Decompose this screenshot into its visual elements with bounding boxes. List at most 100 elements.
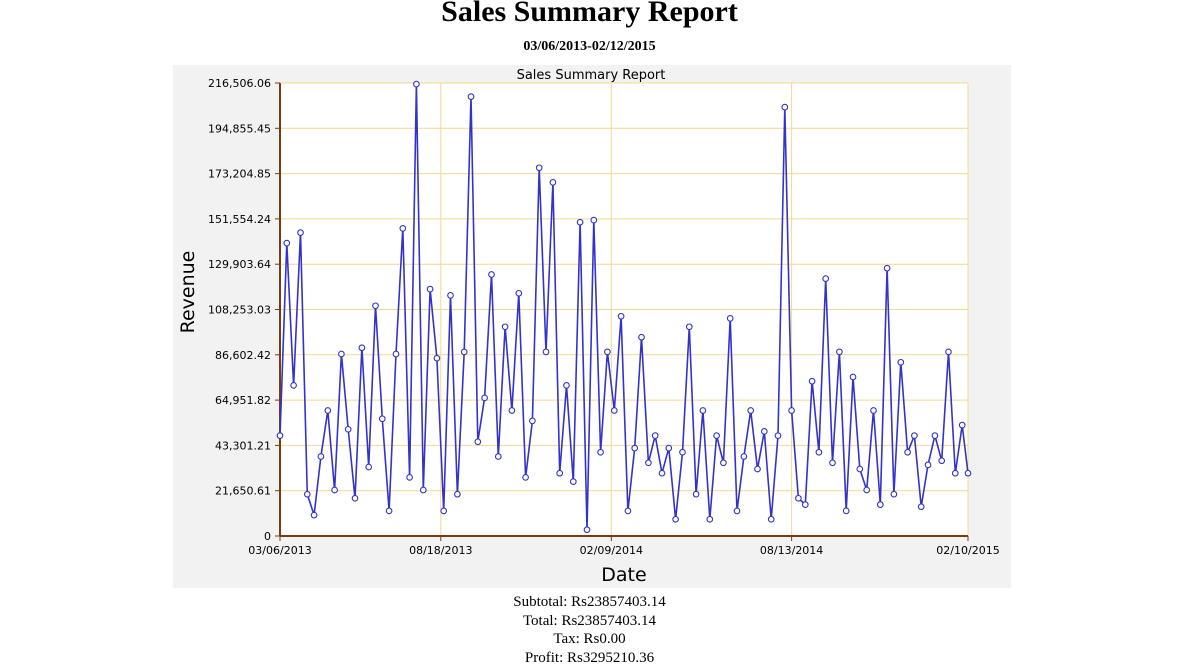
data-point <box>461 349 467 355</box>
data-point <box>448 293 454 299</box>
data-point <box>965 470 971 476</box>
data-point <box>850 374 856 380</box>
data-point <box>625 508 631 514</box>
x-tick-label: 08/18/2013 <box>409 544 472 557</box>
data-point <box>543 349 549 355</box>
data-point <box>755 466 761 472</box>
data-point <box>332 487 338 493</box>
data-point <box>571 479 577 485</box>
data-point <box>489 272 495 278</box>
x-tick-label: 03/06/2013 <box>248 544 311 557</box>
y-tick-label: 173,204.85 <box>208 168 271 181</box>
summary-block: Subtotal: Rs23857403.14 Total: Rs2385740… <box>0 593 1179 667</box>
data-point <box>530 418 536 424</box>
data-point <box>646 460 652 466</box>
data-point <box>277 433 283 439</box>
data-point <box>925 462 931 468</box>
data-point <box>809 378 815 384</box>
data-point <box>577 219 583 225</box>
data-point <box>366 464 372 470</box>
y-tick-label: 194,855.45 <box>208 122 271 135</box>
data-point <box>591 217 597 223</box>
data-point <box>796 496 802 502</box>
data-point <box>782 104 788 110</box>
data-point <box>639 334 645 340</box>
data-point <box>768 517 774 523</box>
data-point <box>878 502 884 508</box>
data-point <box>352 496 358 502</box>
y-tick-label: 129,903.64 <box>208 258 271 271</box>
tax-text: Tax: Rs0.00 <box>0 630 1179 649</box>
data-point <box>427 286 433 292</box>
data-point <box>898 360 904 366</box>
data-point <box>475 439 481 445</box>
data-point <box>871 408 877 414</box>
y-tick-label: 21,650.61 <box>215 485 271 498</box>
data-point <box>516 291 522 297</box>
data-point <box>523 475 529 481</box>
data-point <box>721 460 727 466</box>
data-point <box>891 491 897 497</box>
data-point <box>502 324 508 330</box>
x-tick-label: 02/09/2014 <box>580 544 643 557</box>
data-point <box>380 416 386 422</box>
data-point <box>311 512 317 518</box>
data-point <box>932 433 938 439</box>
data-point <box>393 351 399 357</box>
y-axis-title: Revenue <box>177 251 199 334</box>
data-point <box>482 395 488 401</box>
data-point <box>434 355 440 361</box>
data-point <box>509 408 515 414</box>
data-point <box>775 433 781 439</box>
data-point <box>714 433 720 439</box>
chart-title: Sales Summary Report <box>517 68 666 83</box>
total-text: Total: Rs23857403.14 <box>0 612 1179 631</box>
data-point <box>584 527 590 533</box>
data-point <box>741 454 747 460</box>
data-point <box>830 460 836 466</box>
data-point <box>612 408 618 414</box>
data-point <box>918 504 924 510</box>
data-point <box>632 445 638 451</box>
data-point <box>837 349 843 355</box>
y-tick-label: 64,951.82 <box>215 394 271 407</box>
data-point <box>959 422 965 428</box>
data-point <box>618 314 624 320</box>
data-point <box>318 454 324 460</box>
data-point <box>339 351 345 357</box>
data-point <box>345 427 351 433</box>
data-point <box>843 508 849 514</box>
x-tick-label: 02/10/2015 <box>936 544 999 557</box>
data-point <box>605 349 611 355</box>
y-tick-label: 216,506.06 <box>208 77 271 90</box>
data-point <box>659 470 665 476</box>
data-point <box>912 433 918 439</box>
y-tick-label: 151,554.24 <box>208 213 271 226</box>
data-point <box>564 383 570 389</box>
y-tick-label: 0 <box>264 530 271 543</box>
data-point <box>373 303 379 309</box>
x-tick-label: 08/13/2014 <box>760 544 823 557</box>
data-point <box>939 458 945 464</box>
data-point <box>441 508 447 514</box>
sales-chart: Sales Summary Report 0 21,650.61 43,301.21… <box>173 65 1011 588</box>
chart-panel: Sales Summary Report 0 21,650.61 43,301.21… <box>173 65 1011 588</box>
data-point <box>884 265 890 271</box>
profit-text: Profit: Rs3295210.36 <box>0 649 1179 667</box>
data-point <box>687 324 693 330</box>
y-tick-label: 86,602.42 <box>215 349 271 362</box>
data-point <box>762 429 768 435</box>
data-point <box>652 433 658 439</box>
data-point <box>291 383 297 389</box>
data-point <box>496 454 502 460</box>
data-point <box>468 94 474 100</box>
data-point <box>803 502 809 508</box>
data-point <box>707 517 713 523</box>
y-tick-label: 43,301.21 <box>215 439 271 452</box>
data-point <box>748 408 754 414</box>
y-tick-label: 108,253.03 <box>208 304 271 317</box>
data-point <box>550 180 556 186</box>
data-point <box>414 81 420 87</box>
data-point <box>734 508 740 514</box>
data-point <box>946 349 952 355</box>
